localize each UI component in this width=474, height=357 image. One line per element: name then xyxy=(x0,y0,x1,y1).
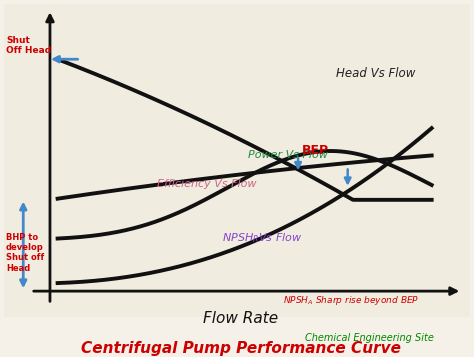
Text: Shut
Off Head: Shut Off Head xyxy=(6,36,51,55)
Text: BHP to
develop
Shut off
Head: BHP to develop Shut off Head xyxy=(6,233,45,273)
Text: Power Vs Flow: Power Vs Flow xyxy=(248,150,328,160)
Text: NPSH$_R$Vs Flow: NPSH$_R$Vs Flow xyxy=(222,232,302,245)
Text: Flow Rate: Flow Rate xyxy=(203,311,278,326)
Text: Efficiency Vs Flow: Efficiency Vs Flow xyxy=(157,179,256,189)
Text: Centrifugal Pump Performance Curve: Centrifugal Pump Performance Curve xyxy=(81,341,401,356)
Text: NPSH$_A$ Sharp rise beyond BEP: NPSH$_A$ Sharp rise beyond BEP xyxy=(283,294,419,307)
Text: Chemical Engineering Site: Chemical Engineering Site xyxy=(305,333,434,343)
Text: Head Vs Flow: Head Vs Flow xyxy=(336,67,416,80)
Text: BEP: BEP xyxy=(302,144,329,157)
